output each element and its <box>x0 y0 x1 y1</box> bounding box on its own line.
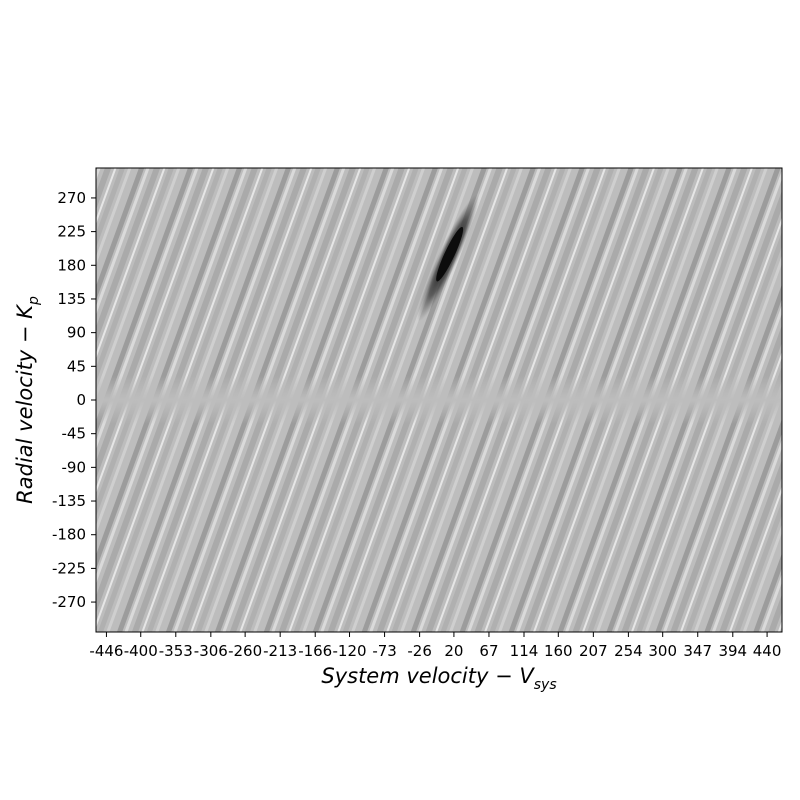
y-tick-label: 0 <box>76 391 86 409</box>
y-tick-label: -270 <box>52 593 86 611</box>
y-tick-label: -135 <box>52 492 86 510</box>
y-tick-label: 90 <box>67 324 86 342</box>
zero-velocity-band <box>96 376 782 424</box>
x-tick-label: -353 <box>159 642 193 660</box>
x-tick-label: 160 <box>544 642 573 660</box>
heatmap-plot-area <box>96 168 782 632</box>
x-axis-label: System velocity − Vsys <box>321 664 556 693</box>
x-tick-label: 254 <box>614 642 643 660</box>
x-tick-label: 440 <box>753 642 782 660</box>
y-tick-label: 225 <box>57 223 86 241</box>
x-tick-label: -260 <box>228 642 262 660</box>
x-tick-label: -213 <box>263 642 297 660</box>
x-tick-label: -446 <box>89 642 123 660</box>
y-axis-ticks: 270 225 180 135 90 45 0 -45 -90 -135 -180 -225 -270 <box>52 189 96 611</box>
y-tick-label: -225 <box>52 559 86 577</box>
x-tick-label: 300 <box>648 642 677 660</box>
x-tick-label: -73 <box>372 642 397 660</box>
x-tick-label: 114 <box>510 642 539 660</box>
y-tick-label: -90 <box>62 458 87 476</box>
x-tick-label: 347 <box>683 642 712 660</box>
x-tick-label: -120 <box>332 642 366 660</box>
y-tick-label: 270 <box>57 189 86 207</box>
heatmap-flat-band <box>96 376 782 424</box>
x-tick-label: -166 <box>298 642 332 660</box>
x-tick-label: 207 <box>579 642 608 660</box>
x-tick-label: -26 <box>407 642 432 660</box>
y-tick-label: -45 <box>62 425 87 443</box>
y-tick-label: 180 <box>57 256 86 274</box>
x-tick-label: 67 <box>479 642 498 660</box>
y-tick-label: 45 <box>67 357 86 375</box>
y-axis-label: Radial velocity − Kp <box>13 296 42 504</box>
y-tick-label: -180 <box>52 526 86 544</box>
x-tick-label: 394 <box>718 642 747 660</box>
x-tick-label: 20 <box>444 642 463 660</box>
x-tick-label: -400 <box>124 642 158 660</box>
y-tick-label: 135 <box>57 290 86 308</box>
x-axis-ticks: -446 -400 -353 -306 -260 -213 -166 -120 -73 -26 20… <box>89 632 781 660</box>
x-tick-label: -306 <box>194 642 228 660</box>
